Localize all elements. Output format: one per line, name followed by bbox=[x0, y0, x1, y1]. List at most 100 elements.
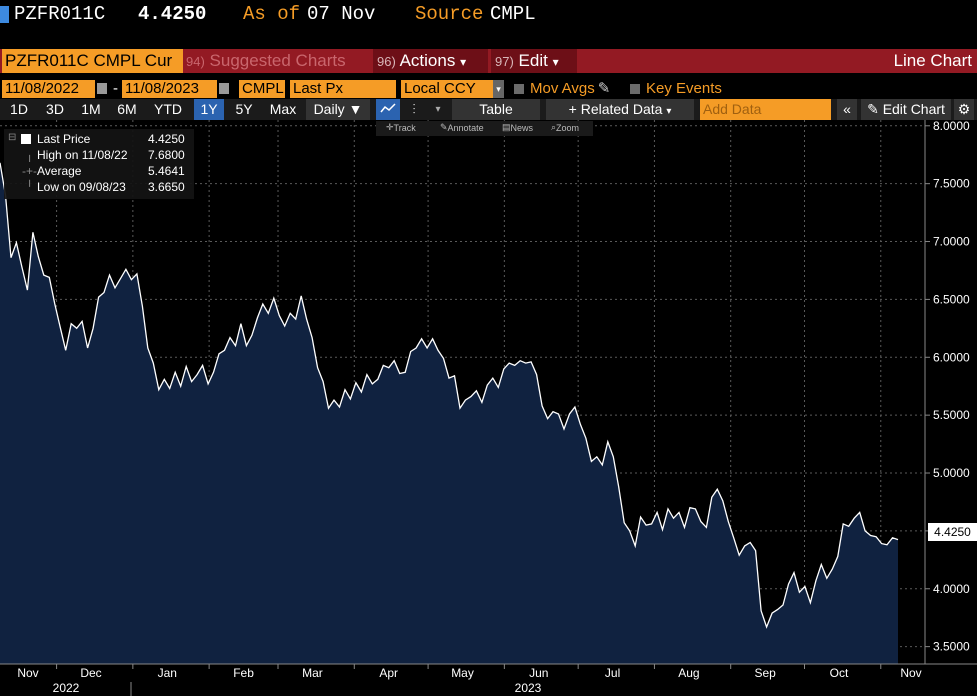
legend-value: 5.4641 bbox=[148, 164, 185, 178]
x-tick-label: Mar bbox=[302, 666, 323, 680]
chart-type-label[interactable]: Line Chart bbox=[893, 51, 972, 70]
checkbox-icon[interactable] bbox=[630, 84, 640, 95]
suggested-label: Suggested Charts bbox=[209, 51, 346, 70]
frequency-select[interactable]: Daily ▼ bbox=[306, 99, 370, 120]
period-3d-button[interactable]: 3D bbox=[46, 101, 64, 117]
x-axis: Nov Dec Jan Feb Mar Apr May Jun Jul Aug Sep Oct Nov 2… bbox=[17, 664, 922, 696]
suggested-charts-button[interactable]: 94) Suggested Charts bbox=[186, 49, 370, 73]
legend-swatch bbox=[21, 134, 31, 144]
y-tick-label: 5.0000 bbox=[933, 466, 970, 480]
period-max-button[interactable]: Max bbox=[269, 101, 297, 117]
related-data-label: + Related Data bbox=[568, 101, 663, 117]
track-label: Track bbox=[393, 123, 416, 133]
actions-button[interactable]: 96) Actions ▾ bbox=[373, 49, 488, 73]
line-chart-icon[interactable] bbox=[376, 99, 400, 120]
legend-value: 4.4250 bbox=[148, 132, 185, 146]
period-1d-button[interactable]: 1D bbox=[10, 101, 28, 117]
chart-toolbar: PZFR011C CMPL Cur 94) Suggested Charts 9… bbox=[0, 49, 977, 73]
low-marker-icon: ╵ bbox=[26, 180, 34, 194]
legend-label: High on 11/08/22 bbox=[37, 148, 128, 162]
pencil-icon[interactable]: ✎ bbox=[597, 80, 611, 97]
header-price: 4.4250 bbox=[138, 3, 207, 25]
legend-row-high: ╷ High on 11/08/22 7.6800 bbox=[4, 148, 194, 164]
edit-button[interactable]: 97) Edit ▾ bbox=[491, 49, 577, 73]
range-toolbar: 11/08/2022 - 11/08/2023 CMPL Last Px Loc… bbox=[0, 79, 977, 99]
pencil-icon: ✎ bbox=[867, 101, 883, 117]
period-toolbar: 1D 3D 1M 6M YTD 1Y 5Y Max Daily ▼ ⫶ ▾ Ta… bbox=[0, 99, 977, 120]
chart-subtools: ✛ Track ✎ Annotate ▤ News ⌕ Zoom bbox=[376, 121, 593, 136]
x-year-label: 2022 bbox=[53, 681, 80, 695]
edit-caret-icon: ▾ bbox=[552, 55, 559, 69]
field-input[interactable]: Last Px bbox=[290, 80, 396, 98]
x-tick-label: Dec bbox=[80, 666, 101, 680]
chart-legend: ⊟ Last Price 4.4250 ╷ High on 11/08/22 7… bbox=[4, 129, 194, 199]
price-area bbox=[0, 162, 898, 665]
x-tick-label: Sep bbox=[754, 666, 776, 680]
legend-row-last-price[interactable]: ⊟ Last Price 4.4250 bbox=[4, 132, 194, 148]
source-label: Source bbox=[415, 3, 484, 25]
table-button[interactable]: Table bbox=[452, 99, 540, 120]
legend-label: Average bbox=[37, 164, 82, 178]
calendar-icon[interactable] bbox=[219, 83, 229, 94]
legend-label: Last Price bbox=[37, 132, 91, 146]
chevron-down-icon: ▾ bbox=[666, 106, 672, 117]
y-tick-label: 7.0000 bbox=[933, 235, 970, 249]
calendar-icon[interactable] bbox=[97, 83, 107, 94]
legend-row-average: -+- Average 5.4641 bbox=[4, 164, 194, 180]
y-tick-label: 7.5000 bbox=[933, 177, 970, 191]
related-data-button[interactable]: + Related Data ▾ bbox=[546, 99, 694, 120]
x-tick-label: Aug bbox=[678, 666, 699, 680]
edit-chart-button[interactable]: ✎ Edit Chart bbox=[861, 99, 951, 120]
zoom-button[interactable]: ⌕ Zoom bbox=[551, 122, 580, 133]
gear-icon[interactable]: ⚙ bbox=[954, 99, 974, 120]
key-events-label: Key Events bbox=[646, 80, 722, 97]
currency-select[interactable]: Local CCY bbox=[401, 80, 493, 98]
x-tick-label: Apr bbox=[379, 666, 398, 680]
y-axis: 8.0000 7.5000 7.0000 6.5000 6.0000 5.5000 5.00… bbox=[925, 119, 970, 654]
legend-row-low: ╵ Low on 09/08/23 3.6650 bbox=[4, 180, 194, 196]
track-button[interactable]: ✛ Track bbox=[386, 122, 416, 133]
chevron-down-icon[interactable]: ▾ bbox=[493, 80, 504, 98]
x-tick-label: Jun bbox=[529, 666, 548, 680]
x-tick-label: Nov bbox=[900, 666, 921, 680]
bar-chart-icon[interactable]: ⫶ bbox=[412, 101, 416, 117]
period-6m-button[interactable]: 6M bbox=[117, 101, 137, 117]
collapse-icon[interactable]: « bbox=[837, 99, 857, 120]
top-header: PZFR011C 4.4250 As of 07 Nov Source CMPL bbox=[0, 0, 977, 30]
key-events-toggle[interactable]: Key Events bbox=[630, 80, 722, 98]
add-data-input[interactable]: Add Data bbox=[700, 99, 831, 120]
y-tick-label: 5.5000 bbox=[933, 408, 970, 422]
as-of-label: As of bbox=[243, 3, 301, 25]
annotate-button[interactable]: ✎ Annotate bbox=[440, 122, 484, 133]
checkbox-icon[interactable] bbox=[514, 84, 524, 95]
actions-label: Actions bbox=[399, 51, 456, 70]
y-tick-label: 6.0000 bbox=[933, 350, 970, 364]
period-5y-button[interactable]: 5Y bbox=[235, 101, 253, 117]
y-tick-label: 4.0000 bbox=[933, 582, 970, 596]
legend-value: 3.6650 bbox=[148, 180, 185, 194]
price-line bbox=[0, 162, 899, 629]
news-button[interactable]: ▤ News bbox=[502, 122, 534, 133]
zoom-label: Zoom bbox=[556, 123, 580, 133]
edit-chart-label: Edit Chart bbox=[882, 101, 945, 117]
legend-value: 7.6800 bbox=[148, 148, 185, 162]
period-ytd-button[interactable]: YTD bbox=[154, 101, 182, 117]
x-tick-label: Jan bbox=[158, 666, 177, 680]
y-tick-label: 6.5000 bbox=[933, 292, 970, 306]
period-1m-button[interactable]: 1M bbox=[81, 101, 101, 117]
end-date-input[interactable]: 11/08/2023 bbox=[122, 80, 217, 98]
date-dash: - bbox=[113, 80, 118, 97]
edit-label: Edit bbox=[518, 51, 548, 70]
period-1y-button[interactable]: 1Y bbox=[194, 99, 224, 120]
ticker-label[interactable]: PZFR011C bbox=[14, 3, 106, 25]
security-field[interactable]: PZFR011C CMPL Cur bbox=[2, 49, 183, 73]
chevron-down-icon[interactable]: ▾ bbox=[435, 104, 441, 115]
source-input[interactable]: CMPL bbox=[239, 80, 285, 98]
suggested-num: 94) bbox=[186, 54, 205, 69]
mov-avgs-toggle[interactable]: Mov Avgs ✎ bbox=[514, 80, 610, 98]
source-value: CMPL bbox=[490, 3, 536, 25]
x-year-label: 2023 bbox=[515, 681, 542, 695]
start-date-input[interactable]: 11/08/2022 bbox=[2, 80, 95, 98]
x-tick-label: May bbox=[451, 666, 474, 680]
